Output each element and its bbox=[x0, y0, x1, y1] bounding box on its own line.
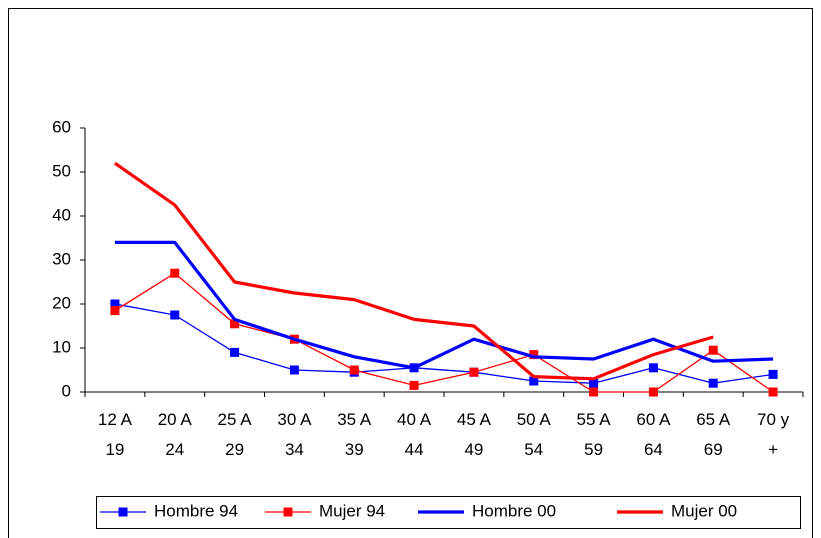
data-point bbox=[708, 345, 718, 355]
data-point bbox=[648, 363, 658, 373]
x-tick-label: 55 A 59 bbox=[577, 410, 612, 459]
x-tick-label-line: 59 bbox=[584, 440, 603, 459]
x-tick-label: 12 A 19 bbox=[98, 410, 133, 459]
x-tick-label-line: 29 bbox=[225, 440, 244, 459]
series-line bbox=[114, 303, 774, 384]
x-tick-label-line: 40 A bbox=[397, 410, 432, 429]
x-tick-label-line: 70 y bbox=[757, 410, 790, 429]
x-tick-label: 30 A 34 bbox=[277, 410, 312, 459]
x-tick-label-line: 65 A bbox=[696, 410, 731, 429]
y-tick-label: 40 bbox=[52, 205, 71, 224]
data-point bbox=[708, 378, 718, 388]
x-tick-label-line: 64 bbox=[644, 440, 663, 459]
series-line bbox=[114, 240, 774, 370]
y-tick-label: 10 bbox=[52, 337, 71, 356]
legend-label: Mujer 00 bbox=[671, 501, 737, 520]
x-tick-label-line: 20 A bbox=[158, 410, 193, 429]
data-point bbox=[529, 376, 539, 386]
y-tick-label: 20 bbox=[52, 293, 71, 312]
x-tick-label-line: 35 A bbox=[337, 410, 372, 429]
data-point bbox=[110, 306, 120, 316]
legend-label: Mujer 94 bbox=[319, 501, 385, 520]
x-tick-label-line: 44 bbox=[405, 440, 424, 459]
x-tick-label: 70 y + bbox=[757, 410, 790, 459]
data-point bbox=[170, 268, 180, 278]
x-tick-label-line: 24 bbox=[165, 440, 184, 459]
x-tick-label: 45 A 49 bbox=[457, 410, 492, 459]
x-tick-label-line: 30 A bbox=[277, 410, 312, 429]
x-tick-label-line: 34 bbox=[285, 440, 304, 459]
y-tick-label: 50 bbox=[52, 161, 71, 180]
data-point bbox=[589, 387, 599, 397]
x-tick-label-line: 50 A bbox=[517, 410, 552, 429]
legend-marker bbox=[118, 507, 128, 517]
data-point bbox=[110, 299, 120, 309]
series-line bbox=[114, 161, 714, 381]
data-point bbox=[349, 365, 359, 375]
x-tick-label: 50 A 54 bbox=[517, 410, 552, 459]
data-point bbox=[529, 350, 539, 360]
x-tick-label: 60 A 64 bbox=[636, 410, 671, 459]
y-tick-label: 60 bbox=[52, 117, 71, 136]
x-tick-label-line: 69 bbox=[704, 440, 723, 459]
data-point bbox=[170, 310, 180, 320]
x-tick-label-line: 45 A bbox=[457, 410, 492, 429]
legend-label: Hombre 00 bbox=[472, 501, 556, 520]
data-point bbox=[648, 387, 658, 397]
x-tick-label-line: 54 bbox=[524, 440, 543, 459]
series-line bbox=[114, 272, 774, 393]
x-tick-label-line: 55 A bbox=[577, 410, 612, 429]
data-point bbox=[469, 367, 479, 377]
x-tick-label: 40 A 44 bbox=[397, 410, 432, 459]
x-tick-label-line: 39 bbox=[345, 440, 364, 459]
data-point bbox=[230, 319, 240, 329]
x-tick-label-line: 19 bbox=[105, 440, 124, 459]
x-tick-label-line: 60 A bbox=[636, 410, 671, 429]
legend-marker bbox=[283, 507, 293, 517]
x-tick-label: 35 A 39 bbox=[337, 410, 372, 459]
y-tick-label: 0 bbox=[62, 381, 71, 400]
x-tick-label-line: 12 A bbox=[98, 410, 133, 429]
legend-label: Hombre 94 bbox=[154, 501, 238, 520]
data-point bbox=[289, 365, 299, 375]
legend: Hombre 94 Mujer 94 Hombre 00 Mujer 00 bbox=[96, 496, 801, 529]
x-tick-label-line: 49 bbox=[464, 440, 483, 459]
data-point bbox=[768, 369, 778, 379]
data-point bbox=[230, 347, 240, 357]
data-point bbox=[589, 378, 599, 388]
x-tick-label: 20 A 24 bbox=[158, 410, 193, 459]
y-tick-label: 30 bbox=[52, 249, 71, 268]
x-tick-label: 65 A 69 bbox=[696, 410, 731, 459]
x-tick-label: 25 A 29 bbox=[218, 410, 253, 459]
chart-frame bbox=[8, 8, 813, 538]
x-tick-label-line: + bbox=[768, 440, 778, 459]
data-point bbox=[768, 387, 778, 397]
x-tick-label-line: 25 A bbox=[218, 410, 253, 429]
data-point bbox=[409, 380, 419, 390]
